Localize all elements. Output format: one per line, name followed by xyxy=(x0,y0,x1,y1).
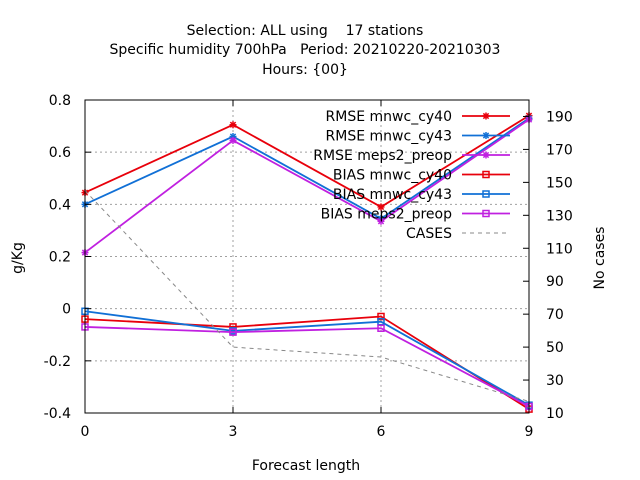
y2-tick-label: 90 xyxy=(546,274,564,290)
series-line xyxy=(84,118,530,254)
y-tick-label: -0.4 xyxy=(44,406,71,422)
y2-axis-label: No cases xyxy=(592,227,608,290)
y2-tick-label: 190 xyxy=(546,109,573,125)
chart-title-line-2: Specific humidity 700hPa Period: 2021022… xyxy=(110,42,501,58)
x-tick-label: 0 xyxy=(81,424,90,440)
y2-tick-label: 130 xyxy=(546,208,573,224)
legend-entry-label: BIAS meps2_preop xyxy=(321,207,453,223)
y2-tick-label: 50 xyxy=(546,340,564,356)
y2-tick-label: 30 xyxy=(546,373,564,389)
y2-tick-label: 70 xyxy=(546,307,564,323)
y-tick-label: 0.2 xyxy=(49,250,71,266)
y-tick-label: 0.4 xyxy=(49,197,71,213)
data-point xyxy=(229,323,237,331)
data-point xyxy=(229,136,237,144)
ticks: 0 3 6 9 0.8 0.6 0.4 0.2 0 -0.2 -0.4 190 170 150 130 110… xyxy=(44,93,573,440)
series-line xyxy=(84,114,530,208)
legend-entry-label: RMSE mnwc_cy43 xyxy=(326,129,452,145)
series-line xyxy=(84,310,530,406)
legend-marker xyxy=(482,112,490,120)
y-axis-label: g/Kg xyxy=(10,242,26,274)
legend-marker xyxy=(482,132,490,139)
legend-entry-label: RMSE mnwc_cy40 xyxy=(326,109,452,125)
y-tick-label: -0.2 xyxy=(44,354,71,370)
grid xyxy=(85,100,529,413)
y2-tick-label: 10 xyxy=(546,406,564,422)
y2-tick-label: 150 xyxy=(546,175,573,191)
legend-marker xyxy=(482,209,490,218)
legend-entry-label: RMSE meps2_preop xyxy=(313,148,452,164)
series-line xyxy=(84,190,530,402)
legend-marker xyxy=(482,151,490,159)
data-point xyxy=(377,312,385,321)
series-line xyxy=(84,117,530,220)
legend-marker xyxy=(482,170,490,179)
legend-entry-label: BIAS mnwc_cy40 xyxy=(333,168,452,184)
x-tick-label: 6 xyxy=(377,424,386,440)
x-tick-label: 3 xyxy=(229,424,238,440)
series-line xyxy=(84,326,530,408)
legend: RMSE mnwc_cy40 RMSE mnwc_cy43 RMSE meps2_p… xyxy=(313,109,510,242)
x-axis-label: Forecast length xyxy=(252,458,360,474)
y2-tick-label: 110 xyxy=(546,241,573,257)
data-point xyxy=(377,203,385,211)
series-layer xyxy=(81,112,533,413)
data-point xyxy=(229,121,237,129)
x-tick-label: 9 xyxy=(525,424,534,440)
y-tick-label: 0.6 xyxy=(49,145,71,161)
chart-title-line-3: Hours: {00} xyxy=(262,62,348,78)
data-point xyxy=(377,324,385,332)
chart-title-line-1: Selection: ALL using 17 stations xyxy=(187,23,424,39)
legend-marker xyxy=(482,190,490,198)
legend-entry-label: CASES xyxy=(406,226,452,242)
y-tick-label: 0 xyxy=(62,302,71,318)
legend-entry-label: BIAS mnwc_cy43 xyxy=(333,187,452,203)
data-point xyxy=(377,217,385,225)
y2-tick-label: 170 xyxy=(546,142,573,158)
data-point xyxy=(229,328,237,336)
y-tick-label: 0.8 xyxy=(49,93,71,109)
